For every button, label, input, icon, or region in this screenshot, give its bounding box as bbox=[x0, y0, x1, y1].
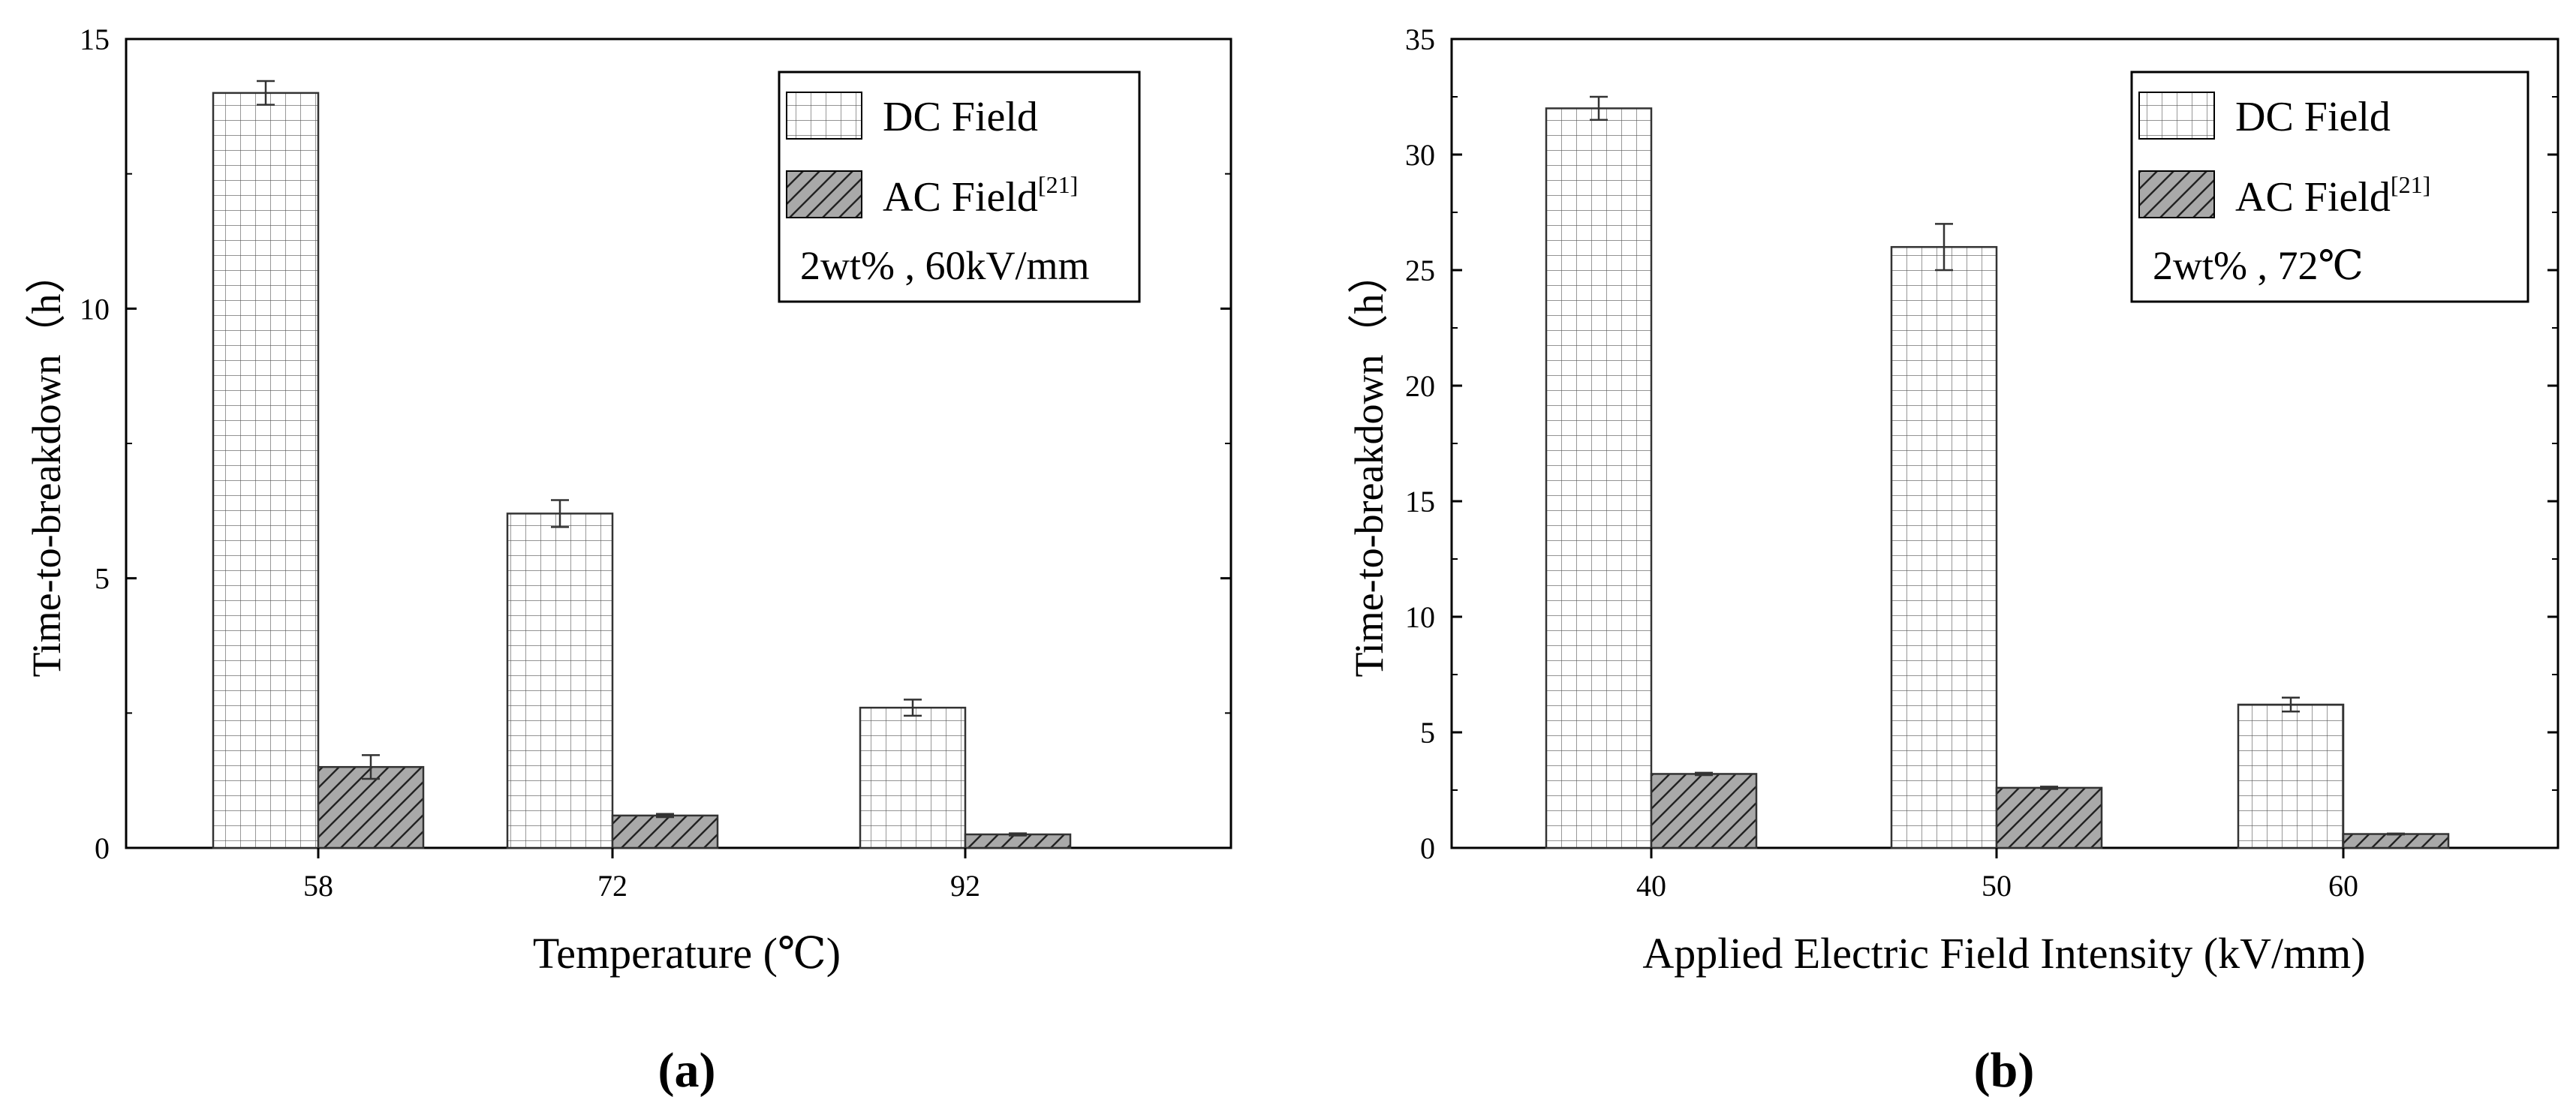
legend-swatch-ac bbox=[786, 170, 862, 218]
bar-dc bbox=[212, 92, 320, 849]
error-bar bbox=[1590, 95, 1608, 122]
y-tick-label: 30 bbox=[1405, 138, 1435, 172]
y-tick-label: 10 bbox=[1405, 600, 1435, 634]
y-tick-label: 35 bbox=[1405, 23, 1435, 56]
x-axis-label: Applied Electric Field Intensity (kV/mm) bbox=[1642, 929, 2365, 978]
error-bar bbox=[1009, 832, 1027, 837]
bars bbox=[1545, 95, 2450, 849]
y-tick-label: 15 bbox=[1405, 485, 1435, 518]
y-tick-label: 5 bbox=[1420, 716, 1435, 750]
x-tick-label: 92 bbox=[950, 869, 980, 903]
y-axis-label: Time-to-breakdown（h） bbox=[24, 254, 69, 678]
error-bar bbox=[257, 80, 275, 106]
y-axis: 0 5 10 15 20 25 30 35 bbox=[1405, 23, 2558, 865]
bar-dc bbox=[1545, 107, 1653, 849]
bar-ac bbox=[1650, 773, 1758, 849]
bar-ac bbox=[964, 833, 1072, 849]
legend-swatch-dc bbox=[2138, 92, 2215, 140]
y-tick-label: 0 bbox=[1420, 831, 1435, 865]
error-bar bbox=[2040, 786, 2058, 790]
x-tick-label: 72 bbox=[597, 869, 627, 903]
legend: DC Field AC Field[21] 2wt% , 60kV/mm bbox=[778, 71, 1141, 303]
bar-ac bbox=[1995, 786, 2103, 849]
panel-label: (a) bbox=[658, 1043, 716, 1098]
bar-ac bbox=[611, 814, 719, 849]
y-tick-label: 5 bbox=[95, 562, 110, 596]
x-axis-label: Temperature (℃) bbox=[533, 929, 841, 978]
panel-a: 0 5 10 15 58 72 92 Time-to-breakdown（h） Tempe… bbox=[24, 23, 1232, 1098]
legend-annotation: 2wt% , 60kV/mm bbox=[800, 243, 1090, 288]
panel-b: 0 5 10 15 20 25 30 35 40 50 60 Time-to-breakdown（… bbox=[1347, 23, 2559, 1098]
y-axis: 0 5 10 15 bbox=[80, 23, 1231, 865]
legend-swatch-dc bbox=[786, 92, 862, 140]
legend-label-ac: AC Field[21] bbox=[2235, 171, 2430, 221]
legend-label-ac: AC Field[21] bbox=[883, 171, 1078, 221]
x-tick-label: 40 bbox=[1636, 869, 1666, 903]
error-bar bbox=[551, 499, 569, 528]
bar-ac bbox=[317, 765, 425, 849]
x-axis: 40 50 60 bbox=[1636, 848, 2358, 903]
y-tick-label: 15 bbox=[80, 23, 110, 56]
bar-dc bbox=[506, 512, 614, 849]
y-tick-label: 10 bbox=[80, 292, 110, 326]
error-bar bbox=[1695, 771, 1713, 777]
bar-dc bbox=[859, 706, 967, 849]
error-bar bbox=[656, 813, 674, 819]
x-tick-label: 58 bbox=[303, 869, 333, 903]
bar-ac bbox=[2342, 833, 2450, 849]
y-axis-label: Time-to-breakdown（h） bbox=[1347, 254, 1392, 678]
panel-label: (b) bbox=[1974, 1043, 2035, 1098]
bar-dc bbox=[1890, 245, 1998, 849]
bar-dc bbox=[2237, 703, 2345, 849]
legend-label-dc: DC Field bbox=[883, 94, 1038, 140]
error-bar bbox=[2282, 696, 2300, 713]
error-bar bbox=[362, 754, 380, 780]
bars bbox=[212, 80, 1072, 849]
x-tick-label: 60 bbox=[2328, 869, 2358, 903]
error-bar bbox=[1935, 223, 1953, 272]
x-axis: 58 72 92 bbox=[303, 848, 980, 903]
y-tick-label: 25 bbox=[1405, 254, 1435, 287]
legend-label-ac-sup: [21] bbox=[2391, 171, 2430, 198]
y-tick-label: 0 bbox=[95, 831, 110, 865]
legend-swatch-ac bbox=[2138, 170, 2215, 218]
x-tick-label: 50 bbox=[1982, 869, 2012, 903]
legend-annotation: 2wt% , 72℃ bbox=[2153, 243, 2364, 288]
error-bar bbox=[904, 699, 922, 717]
legend-label-ac-sup: [21] bbox=[1038, 171, 1078, 198]
y-tick-label: 20 bbox=[1405, 369, 1435, 403]
legend: DC Field AC Field[21] 2wt% , 72℃ bbox=[2130, 71, 2529, 303]
legend-label-dc: DC Field bbox=[2235, 94, 2391, 140]
